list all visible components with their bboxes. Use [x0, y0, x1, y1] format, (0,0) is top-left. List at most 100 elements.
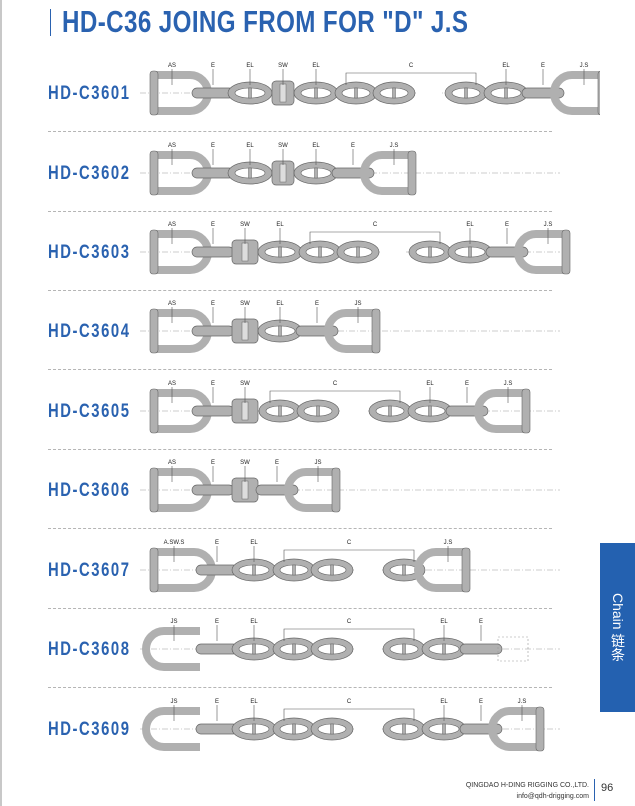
component-label: EL	[312, 143, 320, 149]
component-label: E	[215, 540, 219, 546]
row-divider	[48, 608, 552, 609]
enlarged-link	[191, 246, 235, 258]
chain-diagram: A.SW.S E EL C J.S	[140, 540, 560, 593]
chain-row-hd-c3602: HD-C3602 AS E EL SW EL E J.S	[0, 133, 600, 213]
component-label: J.S	[444, 540, 453, 546]
end-link	[447, 240, 493, 264]
enlarged-link	[191, 484, 235, 496]
component-label: EL	[312, 63, 320, 69]
component-label: E	[211, 143, 215, 149]
component-label: E	[541, 63, 545, 69]
end-link	[227, 161, 273, 185]
row-divider	[48, 290, 552, 291]
component-label: C	[333, 381, 338, 387]
common-link	[382, 637, 426, 661]
page-number: 96	[601, 782, 614, 794]
end-link	[231, 717, 277, 741]
common-link	[382, 717, 426, 741]
page-title: HD-C36 JOING FROM FOR "D" J.S	[62, 4, 469, 39]
component-label: E	[315, 301, 319, 307]
chain-diagram: AS E SW E JS	[140, 460, 560, 513]
component-label: EL	[246, 63, 254, 69]
row-divider	[48, 687, 552, 688]
component-label: E	[211, 381, 215, 387]
common-links-bracket	[309, 231, 441, 244]
chain-diagram: AS E EL SW EL E J.S	[140, 143, 560, 196]
component-label: E	[215, 619, 219, 625]
component-label: E	[215, 699, 219, 705]
chain-row-hd-c3606: HD-C3606 AS E SW E JS	[0, 450, 600, 530]
component-label: E	[351, 143, 355, 149]
component-label: EL	[276, 301, 284, 307]
end-link	[231, 637, 277, 661]
component-label: C	[409, 63, 414, 69]
component-label: E	[479, 699, 483, 705]
section-tab-chain[interactable]: Chain 链条	[600, 543, 635, 712]
common-link	[334, 81, 378, 105]
common-link	[382, 558, 426, 582]
end-link	[231, 558, 277, 582]
end-link	[257, 240, 303, 264]
component-label: JS	[314, 460, 321, 466]
component-label: C	[347, 540, 352, 546]
end-link	[483, 81, 529, 105]
common-link	[298, 240, 342, 264]
component-label: SW	[240, 381, 250, 387]
product-code: HD-C3605	[48, 401, 131, 422]
component-label: JS	[170, 699, 177, 705]
chain-diagram: AS E EL SW EL C EL E J.S	[140, 63, 600, 116]
component-label: EL	[466, 222, 474, 228]
component-label: J.S	[504, 381, 513, 387]
component-label: AS	[168, 143, 176, 149]
component-label: E	[211, 222, 215, 228]
chain-diagram: JS E EL C EL E	[140, 619, 560, 671]
common-link	[272, 637, 316, 661]
section-tab-label: Chain 链条	[610, 593, 626, 662]
component-label: EL	[502, 63, 510, 69]
product-code: HD-C3603	[48, 242, 131, 263]
common-link	[310, 558, 354, 582]
component-label: EL	[250, 699, 258, 705]
swivel	[231, 318, 259, 344]
component-label: J.S	[580, 63, 589, 69]
chain-diagram: AS E SW EL C EL E J.S	[140, 222, 571, 275]
footer-divider	[594, 779, 595, 801]
common-link	[444, 81, 488, 105]
product-code: HD-C3604	[48, 321, 131, 342]
component-label: EL	[440, 619, 448, 625]
common-links-bracket	[269, 390, 401, 403]
common-link	[272, 558, 316, 582]
common-link	[372, 81, 416, 105]
chain-row-hd-c3608: HD-C3608 JS E EL C EL E	[0, 609, 600, 689]
component-label: AS	[168, 301, 176, 307]
chain-row-hd-c3609: HD-C3609 JS E EL C EL E J.S	[0, 689, 600, 769]
component-label: EL	[250, 540, 258, 546]
product-code: HD-C3601	[48, 83, 131, 104]
common-link	[336, 240, 380, 264]
joining-shackle	[414, 547, 471, 593]
chain-diagram: JS E EL C EL E J.S	[140, 699, 560, 752]
common-link	[368, 399, 412, 423]
component-label: AS	[168, 63, 176, 69]
component-label: EL	[426, 381, 434, 387]
component-label: E	[211, 63, 215, 69]
enlarged-link	[459, 643, 503, 655]
joining-shackle	[488, 706, 545, 752]
component-label: SW	[240, 460, 250, 466]
component-label: SW	[278, 143, 288, 149]
component-label: SW	[278, 63, 288, 69]
component-label: JS	[170, 619, 177, 625]
enlarged-link	[191, 325, 235, 337]
joining-shackle	[360, 150, 417, 196]
common-link	[258, 399, 302, 423]
end-link	[293, 161, 339, 185]
component-label: EL	[250, 619, 258, 625]
end-link	[257, 319, 303, 343]
company-email[interactable]: info@qdh-drigging.com	[516, 793, 589, 800]
chain-row-hd-c3604: HD-C3604 AS E SW EL E JS	[0, 291, 600, 371]
component-label: JS	[354, 301, 361, 307]
chain-row-hd-c3603: HD-C3603 AS E SW EL C EL E J.S	[0, 212, 600, 292]
component-label: C	[347, 699, 352, 705]
product-code: HD-C3602	[48, 163, 131, 184]
common-link	[310, 717, 354, 741]
